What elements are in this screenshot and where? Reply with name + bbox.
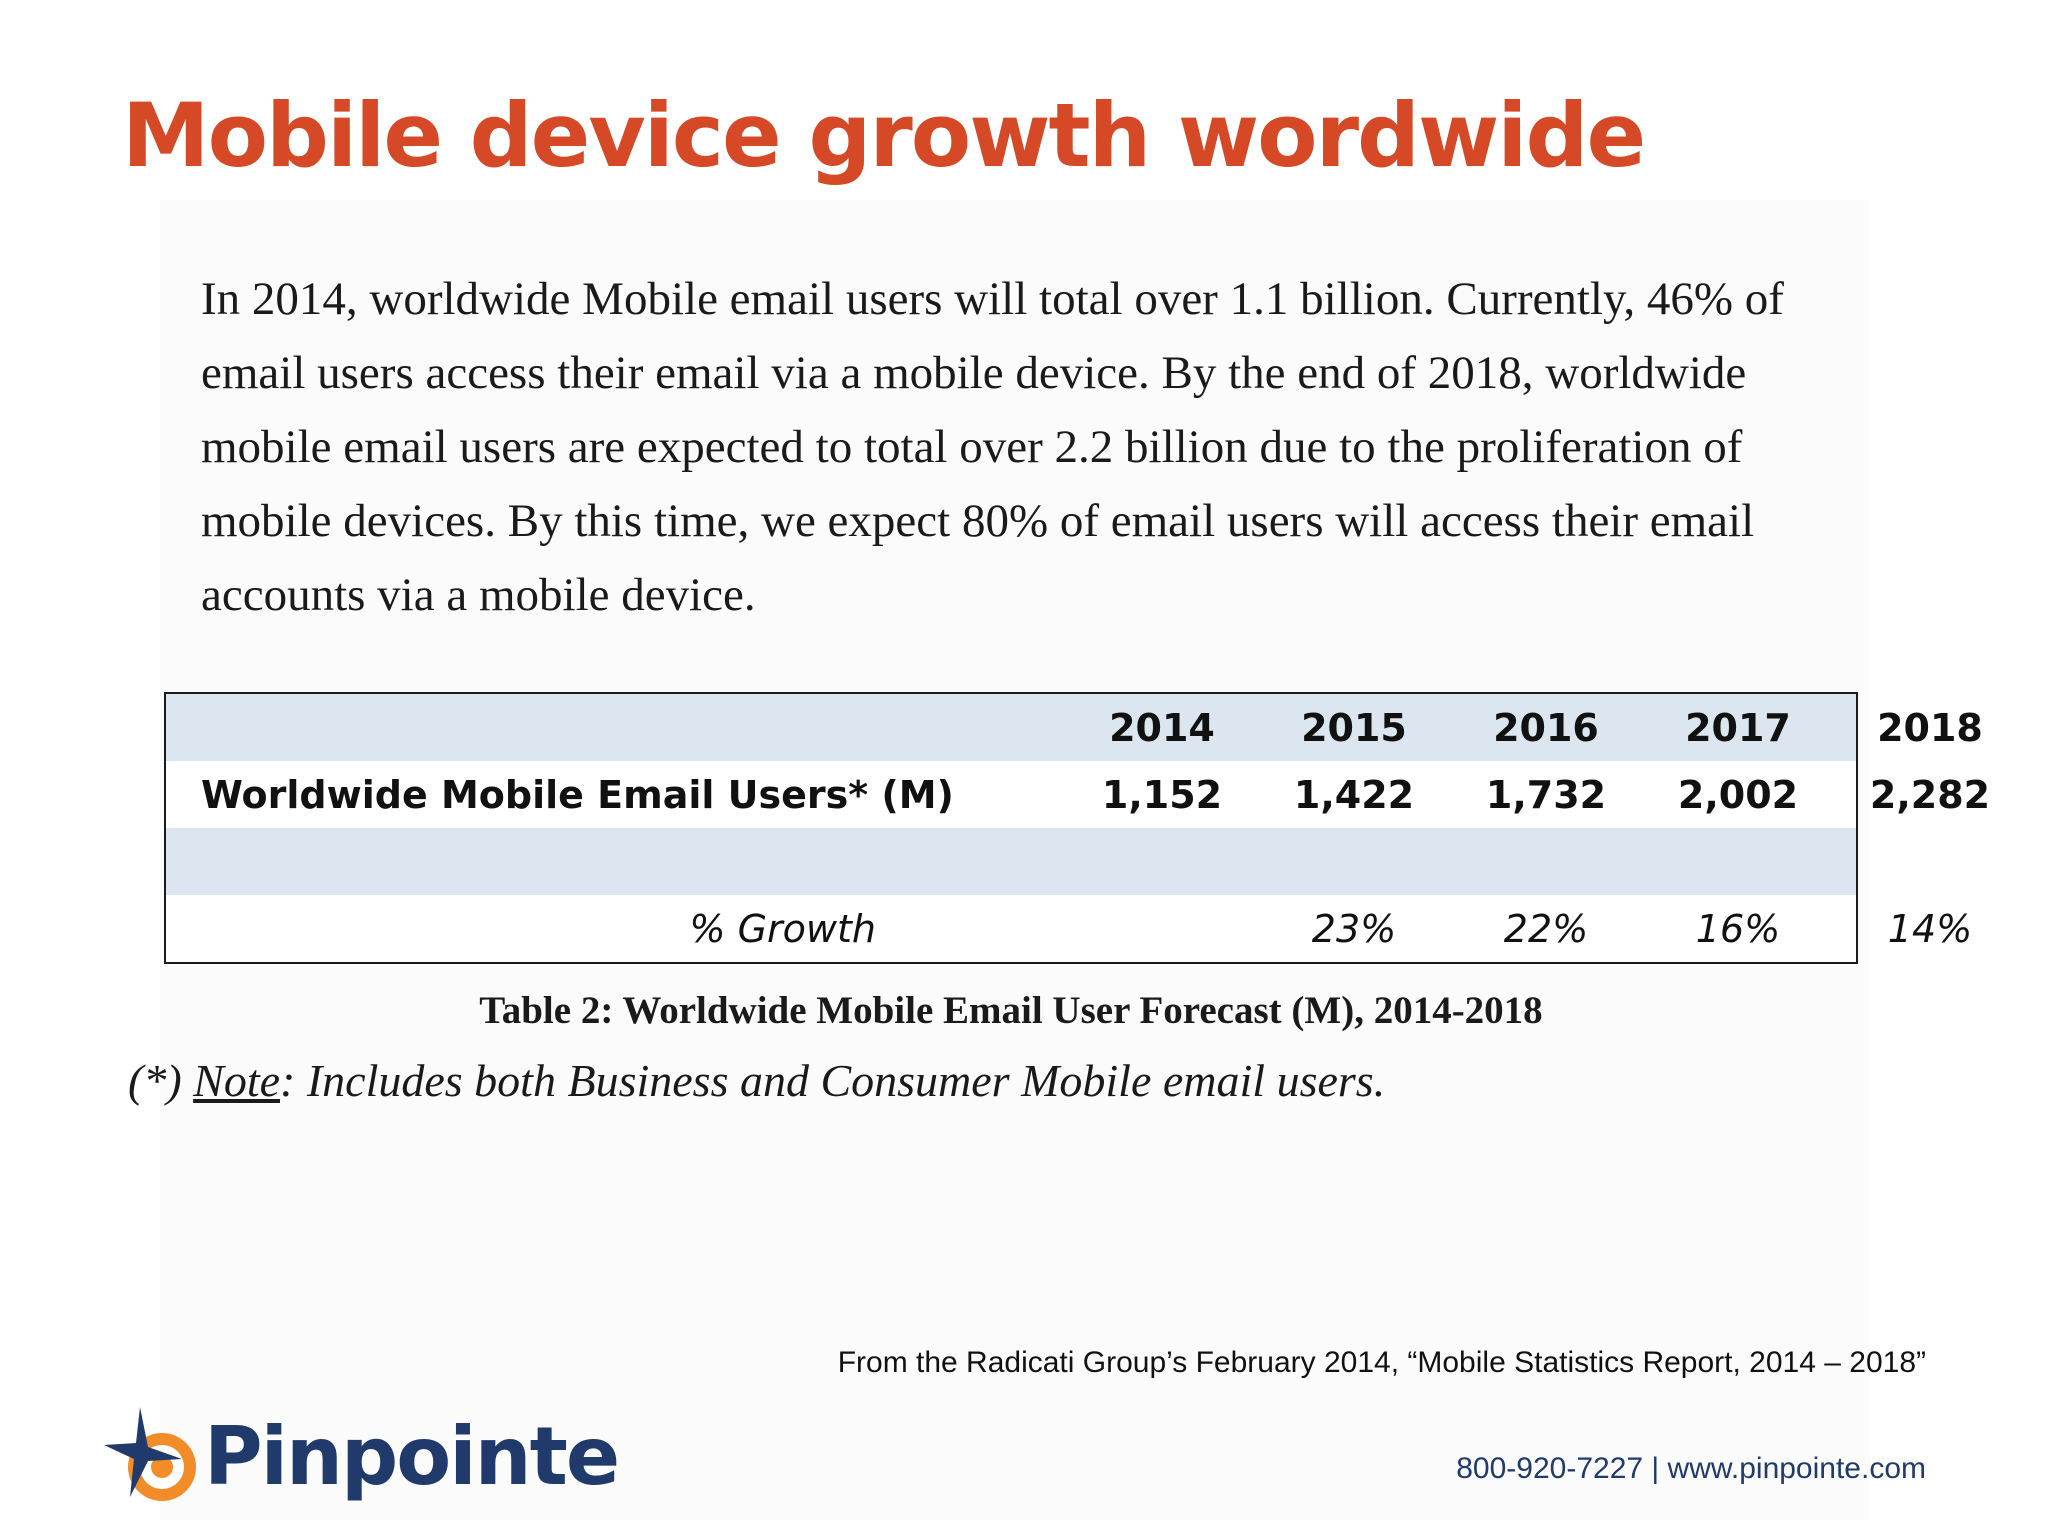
forecast-table: 2014 2015 2016 2017 2018 Worldwide Mobil… bbox=[164, 692, 1990, 964]
users-row-label: Worldwide Mobile Email Users* (M) bbox=[201, 772, 954, 817]
users-value: 2,282 bbox=[1869, 772, 1991, 817]
year-header: 2017 bbox=[1685, 705, 1791, 750]
year-header: 2014 bbox=[1109, 705, 1215, 750]
table-caption: Table 2: Worldwide Mobile Email User For… bbox=[479, 989, 1543, 1032]
logo-wordmark: Pinpointe bbox=[204, 1409, 620, 1503]
growth-value: 22% bbox=[1503, 906, 1589, 951]
growth-row-label: % Growth bbox=[689, 906, 876, 951]
pinpointe-logo: Pinpointe bbox=[100, 1396, 620, 1516]
table-header-row: 2014 2015 2016 2017 2018 bbox=[166, 694, 1983, 761]
growth-row: % Growth 23% 22% 16% 14% bbox=[166, 895, 1972, 962]
contact-info: 800-920-7227 | www.pinpointe.com bbox=[1456, 1452, 1926, 1485]
growth-value: 23% bbox=[1311, 906, 1397, 951]
users-value: 2,002 bbox=[1677, 772, 1799, 817]
growth-value: 16% bbox=[1695, 906, 1781, 951]
footnote-keyword: Note bbox=[193, 1055, 281, 1106]
target-star-icon bbox=[104, 1407, 196, 1501]
users-value: 1,422 bbox=[1293, 772, 1415, 817]
users-value: 1,152 bbox=[1101, 772, 1223, 817]
source-citation: From the Radicati Group’s February 2014,… bbox=[837, 1346, 1926, 1379]
footnote-prefix: (*) bbox=[128, 1055, 194, 1106]
users-row: Worldwide Mobile Email Users* (M) 1,152 … bbox=[166, 761, 1990, 828]
footnote-text: : Includes both Business and Consumer Mo… bbox=[280, 1055, 1386, 1106]
year-header: 2015 bbox=[1301, 705, 1407, 750]
year-header: 2016 bbox=[1493, 705, 1599, 750]
intro-paragraph: In 2014, worldwide Mobile email users wi… bbox=[201, 273, 1784, 621]
growth-value: 14% bbox=[1887, 906, 1973, 951]
year-header: 2018 bbox=[1877, 705, 1983, 750]
footnote: (*) Note: Includes both Business and Con… bbox=[128, 1054, 1385, 1107]
page-title: Mobile device growth wordwide bbox=[122, 84, 1646, 187]
users-value: 1,732 bbox=[1485, 772, 1607, 817]
blank-row bbox=[166, 828, 1856, 895]
